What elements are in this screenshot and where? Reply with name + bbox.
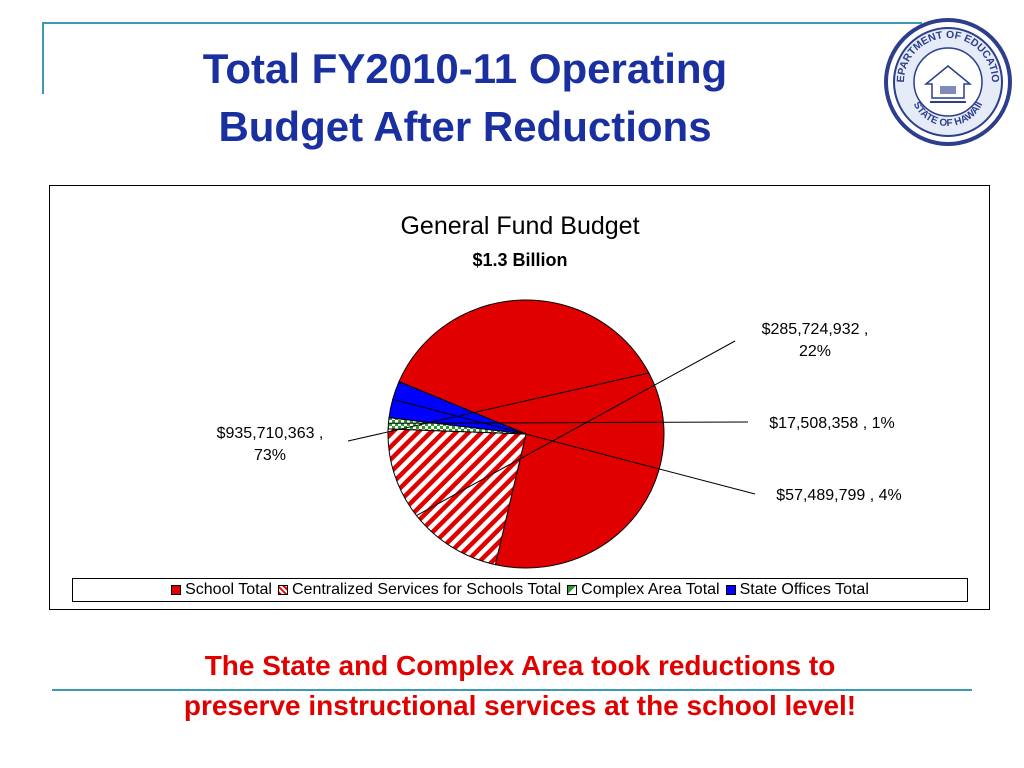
legend-item-centralized-services: Centralized Services for Schools Total: [277, 581, 562, 599]
legend-label-school-total: School Total: [185, 581, 272, 598]
legend-label-centralized-services: Centralized Services for Schools Total: [291, 581, 562, 598]
legend-swatch-complex-area: [567, 585, 578, 595]
legend-item-complex-area: Complex Area Total: [567, 581, 720, 599]
legend-swatch-school-total: [171, 585, 182, 595]
legend-swatch-state-offices: [725, 585, 736, 595]
legend-swatch-centralized-services: [277, 585, 288, 595]
footer-message: The State and Complex Area took reductio…: [60, 646, 980, 726]
data-label-percent-centralized-services-for-schools-total: 22%: [799, 343, 831, 360]
data-label-state-offices-total: $57,489,799 , 4%: [776, 487, 901, 504]
accent-line-vertical: [42, 22, 44, 94]
data-label-complex-area-total: $17,508,358 , 1%: [769, 415, 894, 432]
leader-line-state-offices-total: [392, 398, 756, 495]
legend-item-state-offices: State Offices Total: [725, 581, 869, 599]
pie-chart: General Fund Budget $1.3 Billion $935,71…: [217, 212, 902, 569]
legend-label-complex-area: Complex Area Total: [581, 581, 720, 598]
data-label-school-total: $935,710,363 ,: [217, 425, 324, 442]
leader-line-complex-area-total: [388, 421, 749, 424]
pie-slice-state-offices-total: [388, 380, 527, 435]
chart-subtitle: $1.3 Billion: [472, 250, 567, 270]
chart-legend: School Total Centralized Services for Sc…: [72, 578, 968, 602]
footer-line-2: preserve instructional services at the s…: [183, 690, 857, 721]
slide-title: Total FY2010-11 Operating Budget After R…: [60, 40, 870, 156]
legend-item-school-total: School Total: [171, 581, 272, 599]
data-label-centralized-services-for-schools-total: $285,724,932 ,: [762, 321, 869, 338]
leader-line-school-total: [347, 372, 649, 442]
slide-title-line-2: Budget After Reductions: [218, 103, 712, 150]
slide-title-line-1: Total FY2010-11 Operating: [202, 45, 728, 92]
legend-label-state-offices: State Offices Total: [739, 581, 869, 598]
seal-icon: DEPARTMENT OF EDUCATION STATE OF HAWAII: [880, 14, 1012, 146]
pie-slice-centralized-services-for-schools-total: [387, 428, 527, 566]
chart-frame: General Fund Budget $1.3 Billion $935,71…: [49, 185, 990, 610]
accent-line-bottom: [52, 689, 972, 691]
data-label-percent-school-total: 73%: [254, 447, 286, 464]
accent-line-top: [42, 22, 922, 24]
leader-line-centralized-services-for-schools-total: [416, 340, 736, 517]
chart-title: General Fund Budget: [400, 212, 639, 240]
footer-line-1: The State and Complex Area took reductio…: [204, 650, 836, 681]
